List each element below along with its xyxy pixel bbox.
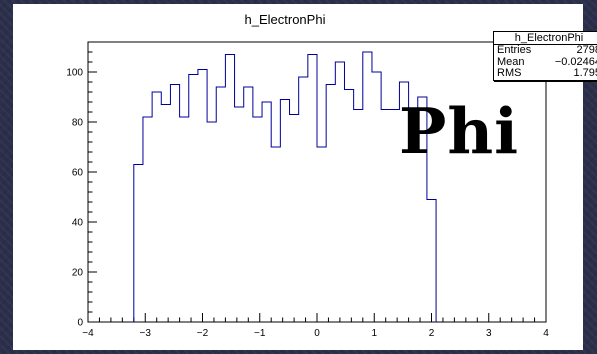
y-tick-label: 80 xyxy=(72,118,84,129)
stats-label: Entries xyxy=(497,44,532,56)
y-tick-label: 60 xyxy=(72,168,84,179)
x-tick-label: −3 xyxy=(140,328,152,339)
stats-label: RMS xyxy=(497,67,522,79)
x-tick-label: 4 xyxy=(543,328,549,339)
stats-row-entries: Entries 2798 xyxy=(494,44,597,57)
stats-row-rms: RMS 1.795 xyxy=(494,67,597,80)
y-tick-label: 20 xyxy=(72,268,84,279)
stats-value: 2798 xyxy=(576,44,597,56)
x-tick-label: 0 xyxy=(314,328,320,339)
stats-label: Mean xyxy=(497,55,525,68)
histogram-canvas: h_ElectronPhi −4 −3 −2 −1 0 1 2 3 4 0 20 40 60 80 100 … xyxy=(13,4,597,350)
x-tick-label: −4 xyxy=(82,328,94,339)
stats-value: −0.02464 xyxy=(554,55,597,68)
y-tick-label: 0 xyxy=(77,318,83,329)
x-tick-label: −2 xyxy=(197,328,209,339)
x-tick-label: 2 xyxy=(429,328,435,339)
stats-box: h_ElectronPhi Entries 2798 Mean −0.02464… xyxy=(493,31,597,81)
stats-row-mean: Mean −0.02464 xyxy=(494,55,597,69)
overlay-word-phi: Phi xyxy=(399,94,520,168)
chart-title: h_ElectronPhi xyxy=(245,12,326,27)
x-tick-label: 3 xyxy=(486,328,492,339)
histogram-line xyxy=(133,51,437,322)
y-tick-label: 100 xyxy=(66,68,83,79)
stats-value: 1.795 xyxy=(573,67,597,79)
x-tick-label: −1 xyxy=(254,328,266,339)
stats-title: h_ElectronPhi xyxy=(494,32,597,45)
x-tick-label: 1 xyxy=(371,328,377,339)
y-tick-label: 40 xyxy=(72,218,84,229)
